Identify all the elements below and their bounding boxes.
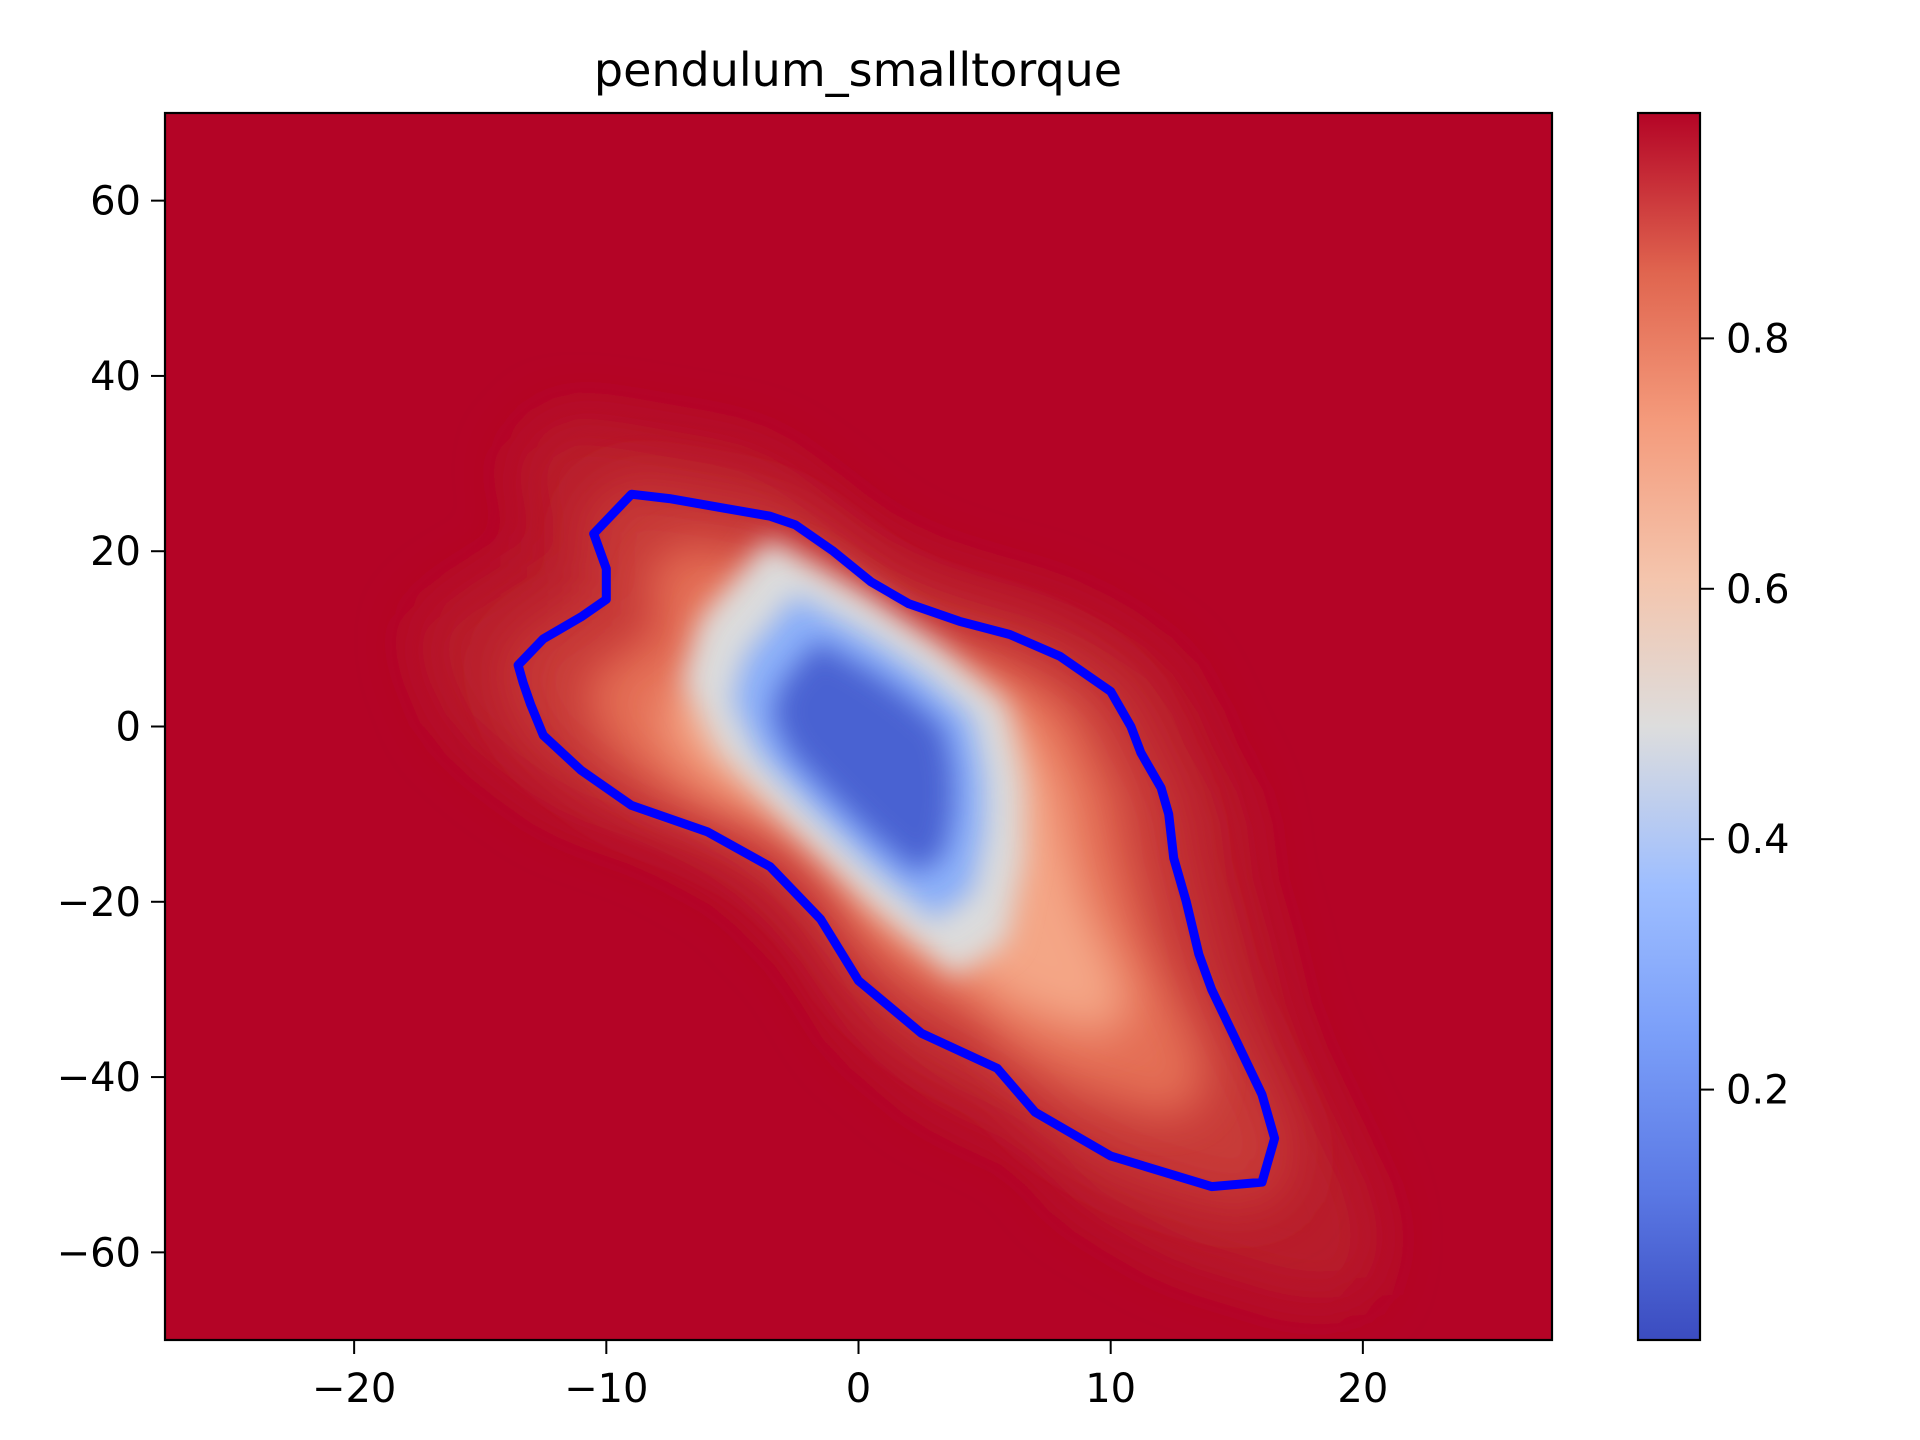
heatmap-core-min xyxy=(771,640,954,874)
x-tick-label: 10 xyxy=(1085,1366,1136,1412)
contour-line xyxy=(513,489,1280,1192)
heatmap-field xyxy=(413,414,1383,1301)
colorbar-tick-label: 0.2 xyxy=(1726,1068,1790,1114)
colorbar-frame xyxy=(1636,111,1702,1342)
colorbar-gradient xyxy=(1638,113,1700,1340)
x-tick-label: −20 xyxy=(312,1366,396,1412)
colorbar: 0.2 0.4 0.6 0.8 xyxy=(1636,111,1790,1342)
y-axis: −60 −40 −20 0 20 40 60 xyxy=(57,179,165,1276)
y-tick-label: −20 xyxy=(57,880,141,926)
colorbar-ticks: 0.2 0.4 0.6 0.8 xyxy=(1700,316,1790,1114)
chart-title: pendulum_smalltorque xyxy=(594,43,1122,97)
y-tick-label: 0 xyxy=(116,705,141,751)
colorbar-tick-label: 0.8 xyxy=(1726,316,1790,362)
colorbar-tick-label: 0.4 xyxy=(1726,817,1790,863)
x-tick-label: −10 xyxy=(564,1366,648,1412)
y-tick-label: 40 xyxy=(90,354,141,400)
colorbar-tick-label: 0.6 xyxy=(1726,567,1790,613)
x-axis: −20 −10 0 10 20 xyxy=(312,1340,1388,1412)
x-tick-label: 0 xyxy=(846,1366,871,1412)
y-tick-label: −60 xyxy=(57,1230,141,1276)
y-tick-label: 60 xyxy=(90,179,141,225)
heatmap-plot-area xyxy=(165,113,1552,1340)
y-tick-label: 20 xyxy=(90,529,141,575)
x-tick-label: 20 xyxy=(1337,1366,1388,1412)
y-tick-label: −40 xyxy=(57,1055,141,1101)
